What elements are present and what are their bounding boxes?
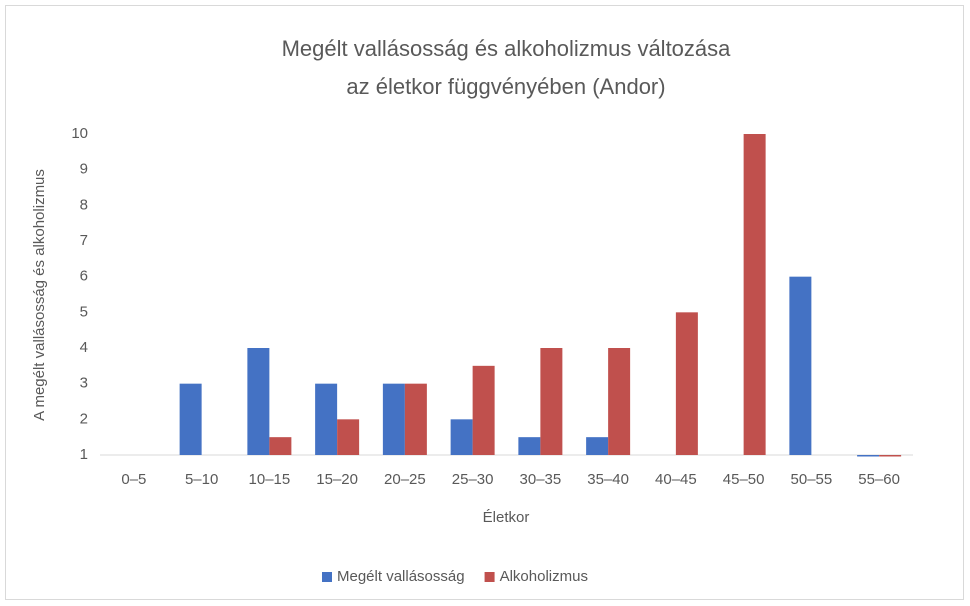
x-tick-label: 20–25 <box>384 471 426 488</box>
bar <box>586 437 609 455</box>
x-tick-label: 30–35 <box>520 471 562 488</box>
y-tick-label: 10 <box>71 125 88 142</box>
x-tick-label: 15–20 <box>316 471 358 488</box>
x-tick-label: 40–45 <box>655 471 697 488</box>
x-tick-label: 45–50 <box>723 471 765 488</box>
x-axis-label: Életkor <box>483 509 530 526</box>
y-tick-label: 8 <box>80 196 88 213</box>
x-tick-label: 5–10 <box>185 471 218 488</box>
y-tick-label: 4 <box>80 339 88 356</box>
legend-swatch <box>322 572 332 582</box>
y-tick-label: 5 <box>80 303 88 320</box>
legend-label: Alkoholizmus <box>500 568 588 585</box>
bar <box>337 419 360 455</box>
x-tick-label: 0–5 <box>121 471 146 488</box>
legend-label: Megélt vallásosság <box>337 568 465 585</box>
y-tick-label: 7 <box>80 232 88 249</box>
y-axis-label: A megélt vallásosság és alkoholizmus <box>31 169 48 421</box>
legend-swatch <box>484 572 495 582</box>
bar <box>179 383 202 455</box>
x-tick-label: 25–30 <box>452 471 494 488</box>
y-tick-label: 6 <box>80 268 88 285</box>
x-tick-label: 10–15 <box>249 471 291 488</box>
y-tick-label: 1 <box>80 446 88 463</box>
bar <box>472 365 495 455</box>
bar <box>743 134 766 455</box>
bar <box>247 348 270 455</box>
bar <box>382 383 405 455</box>
x-tick-label: 35–40 <box>587 471 629 488</box>
bar <box>450 419 473 455</box>
bar <box>540 348 563 455</box>
x-tick-label: 50–55 <box>791 471 833 488</box>
bar <box>675 312 698 455</box>
y-tick-label: 3 <box>80 375 88 392</box>
bar <box>518 437 541 455</box>
chart-title: Megélt vallásosság és alkoholizmus válto… <box>282 36 732 61</box>
bar <box>315 383 338 455</box>
bar <box>404 383 427 455</box>
bar <box>789 276 812 455</box>
y-tick-label: 9 <box>80 161 88 178</box>
bar <box>879 455 902 457</box>
y-tick-label: 2 <box>80 410 88 427</box>
bar <box>608 348 631 455</box>
bar <box>269 437 292 455</box>
chart-title: az életkor függvényében (Andor) <box>346 74 665 99</box>
x-tick-label: 55–60 <box>858 471 900 488</box>
bar <box>857 455 880 457</box>
